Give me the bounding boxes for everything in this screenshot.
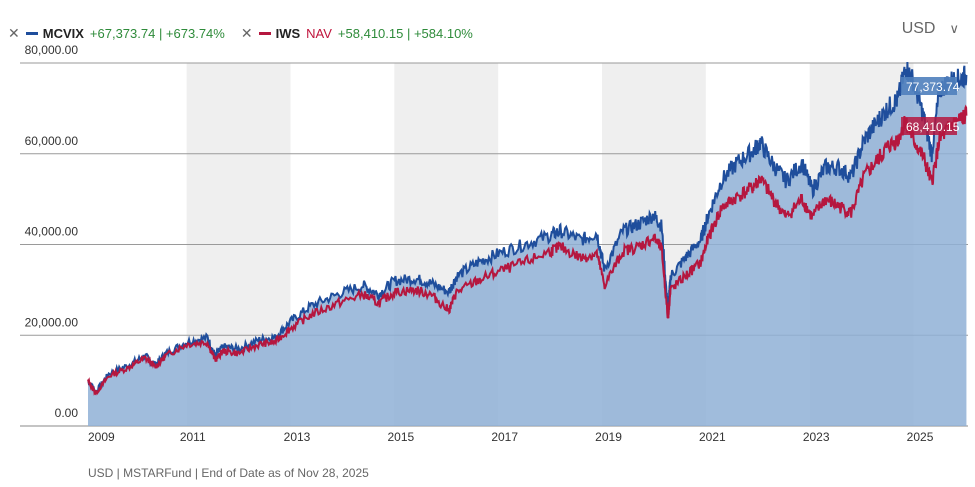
x-tick-label: 2011 <box>180 430 206 444</box>
x-tick-label: 2015 <box>388 430 415 444</box>
ticker-mcvix[interactable]: MCVIX <box>42 25 84 41</box>
y-tick-label: 20,000.00 <box>25 315 79 329</box>
change-mcvix: +67,373.74 | +673.74% <box>89 25 225 41</box>
series-swatch-iws <box>258 31 271 35</box>
x-tick-label: 2025 <box>907 430 934 444</box>
x-tick-label: 2021 <box>699 430 726 444</box>
close-icon[interactable]: ✕ <box>8 24 20 41</box>
y-tick-label: 80,000.00 <box>25 43 79 57</box>
end-label-box-mcvix <box>901 77 957 95</box>
chevron-down-icon: ∨ <box>949 21 959 36</box>
x-tick-label: 2009 <box>88 430 115 444</box>
legend-item-iws: ✕ IWS NAV +58,410.15 | +584.10% <box>241 25 473 42</box>
x-tick-label: 2017 <box>491 430 518 444</box>
currency-selector[interactable]: USD ∨ <box>902 20 959 38</box>
end-label-mcvix: 77,373.74 <box>906 80 960 94</box>
series-line-mcvix <box>87 61 968 394</box>
change-iws: +58,410.15 | +584.10% <box>337 25 473 41</box>
currency-label: USD <box>901 20 936 37</box>
footer-note: USD | MSTARFund | End of Date as of Nov … <box>88 466 369 480</box>
legend: ✕ MCVIX +67,373.74 | +673.74% ✕ IWS NAV … <box>8 22 489 44</box>
end-label-iws: 68,410.15 <box>906 120 960 134</box>
y-tick-label: 40,000.00 <box>25 225 79 239</box>
close-icon[interactable]: ✕ <box>240 24 253 41</box>
x-tick-label: 2013 <box>284 430 311 444</box>
x-tick-label: 2023 <box>803 430 830 444</box>
series-line-iws <box>87 104 968 396</box>
legend-item-mcvix: ✕ MCVIX +67,373.74 | +673.74% <box>8 25 225 42</box>
nav-label: NAV <box>306 25 332 41</box>
y-tick-label: 60,000.00 <box>25 134 79 148</box>
series-swatch-mcvix <box>25 31 38 35</box>
end-label-box-iws <box>901 117 957 135</box>
ticker-iws[interactable]: IWS <box>275 25 301 41</box>
y-tick-label: 0.00 <box>55 406 79 420</box>
x-tick-label: 2019 <box>595 430 622 444</box>
